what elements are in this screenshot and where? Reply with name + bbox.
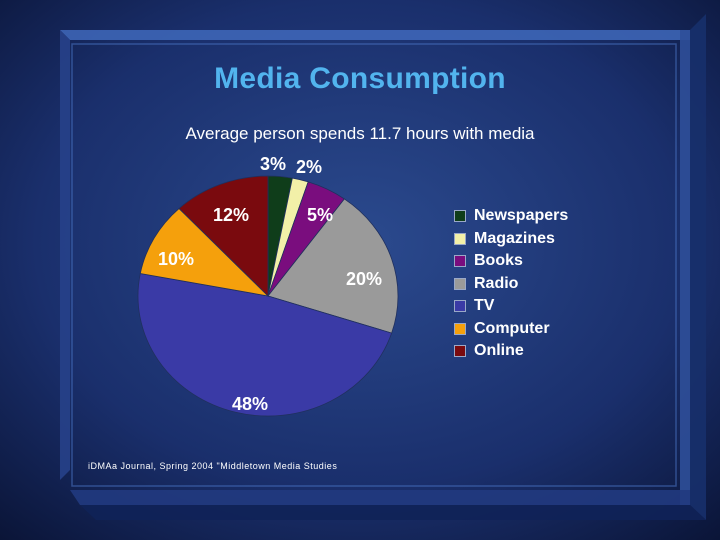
legend-item-radio: Radio [454, 273, 568, 296]
frame-inner-border [71, 43, 677, 487]
data-label-computer: 10% [158, 249, 194, 269]
legend-label: Online [474, 342, 524, 360]
slide-subtitle: Average person spends 11.7 hours with me… [185, 124, 535, 143]
data-label-books: 5% [307, 205, 333, 225]
legend-swatch [454, 345, 466, 358]
data-label-online: 12% [213, 205, 249, 225]
slide-title: Media Consumption [214, 62, 506, 95]
frame-bottom-shadow [80, 505, 706, 520]
legend-swatch [454, 300, 466, 313]
pie-slice-radio [267, 198, 399, 334]
data-label-radio: 20% [346, 269, 382, 289]
frame-right-bar [680, 30, 690, 505]
legend-swatch [454, 232, 466, 245]
legend-label: Books [474, 252, 523, 270]
pie-slice-tv [137, 273, 393, 417]
source-citation: iDMAa Journal, Spring 2004 "Middletown M… [88, 461, 338, 471]
chart-legend: Newspapers Magazines Books Radio TV Computer O… [454, 205, 568, 363]
frame-top-bar [60, 30, 690, 40]
legend-item-newspapers: Newspapers [454, 205, 568, 228]
data-label-tv: 48% [232, 394, 268, 414]
legend-swatch [454, 277, 466, 290]
pie-slice-online [178, 175, 269, 297]
legend-label: Newspapers [474, 207, 569, 225]
legend-swatch [454, 322, 466, 335]
data-label-newspapers: 3% [260, 154, 286, 174]
pie-slice-computer [139, 207, 270, 297]
legend-item-tv: TV [454, 295, 568, 318]
frame-bottom-bar [70, 490, 690, 505]
legend-label: Radio [474, 274, 519, 292]
legend-item-magazines: Magazines [454, 228, 568, 251]
legend-item-online: Online [454, 340, 568, 363]
legend-item-books: Books [454, 250, 568, 273]
frame-left-bar [60, 30, 70, 480]
legend-item-computer: Computer [454, 318, 568, 341]
legend-swatch [454, 210, 466, 223]
legend-swatch [454, 255, 466, 268]
legend-label: TV [474, 297, 495, 315]
legend-label: Magazines [474, 229, 555, 247]
legend-label: Computer [474, 319, 550, 337]
frame-corner-accent [690, 14, 706, 520]
data-label-magazines: 2% [296, 157, 322, 177]
